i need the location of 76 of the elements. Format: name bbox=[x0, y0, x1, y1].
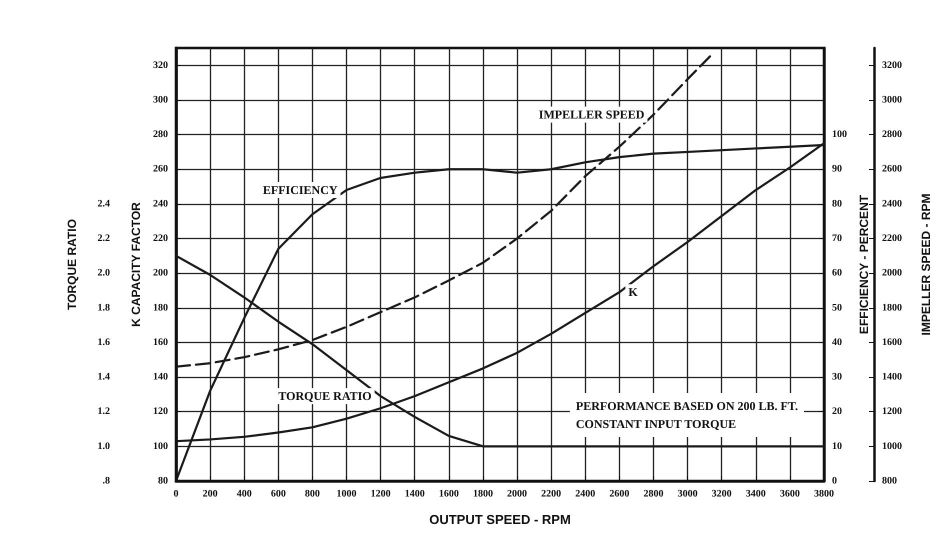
y-tick-label: 240 bbox=[153, 198, 168, 210]
x-tick-label: 1400 bbox=[404, 488, 425, 500]
x-tick-label: 1800 bbox=[472, 488, 493, 500]
x-tick-label: 1000 bbox=[336, 488, 357, 500]
y2-tick-label: 80 bbox=[832, 198, 842, 210]
y2-tick-label: 40 bbox=[832, 336, 842, 348]
y3-tick-label: 1600 bbox=[882, 336, 902, 348]
annotation: PERFORMANCE BASED ON 200 LB. FT. CONSTANT INPUT TORQUE bbox=[576, 399, 798, 431]
y2-axis-title: EFFICIENCY - PERCENT bbox=[856, 194, 871, 334]
y3-tick-label: 2600 bbox=[882, 164, 902, 175]
series-label: K bbox=[628, 285, 638, 300]
y3-tick-label: 1200 bbox=[882, 406, 902, 418]
y-tick-label: 220 bbox=[153, 233, 168, 244]
y2-tick-label: 50 bbox=[832, 302, 842, 314]
y-tick-label: 120 bbox=[153, 406, 168, 418]
y-tick-label: 160 bbox=[153, 336, 168, 348]
y2-tick-label: 10 bbox=[832, 440, 842, 452]
y3-tick-label: 2800 bbox=[882, 129, 902, 140]
y-tick-label: 1.4 bbox=[98, 372, 110, 383]
x-tick-label: 3800 bbox=[814, 488, 834, 500]
x-tick-label: 600 bbox=[270, 488, 286, 500]
x-tick-label: 3600 bbox=[780, 488, 800, 500]
y2-tick-label: 60 bbox=[832, 268, 842, 279]
x-tick-label: 400 bbox=[236, 488, 252, 500]
x-tick-label: 2200 bbox=[541, 488, 562, 500]
y-tick-label: 1.2 bbox=[98, 406, 110, 418]
y3-tick-label: 2000 bbox=[882, 268, 902, 279]
y-tick-label: 320 bbox=[153, 60, 168, 71]
y3-tick-label: 1400 bbox=[882, 372, 902, 383]
series-label: EFFICIENCY bbox=[262, 183, 338, 198]
series-label: TORQUE RATIO bbox=[278, 389, 372, 404]
y-axis-title: K CAPACITY FACTOR bbox=[129, 202, 143, 327]
y3-tick-label: 2200 bbox=[882, 233, 902, 244]
x-tick-label: 0 bbox=[174, 488, 178, 500]
y-tick-label: 100 bbox=[153, 440, 168, 452]
y2-tick-label: 100 bbox=[832, 129, 847, 140]
series-label: IMPELLER SPEED bbox=[538, 108, 645, 122]
x-tick-label: 200 bbox=[202, 488, 218, 500]
y-tick-label: 180 bbox=[153, 302, 168, 314]
x-tick-label: 1600 bbox=[438, 488, 459, 500]
y-tick-label: .8 bbox=[102, 476, 110, 486]
y-tick-label: 1.8 bbox=[98, 302, 110, 314]
y3-tick-label: 3200 bbox=[882, 60, 902, 71]
y3-tick-label: 1800 bbox=[882, 302, 902, 314]
y-tick-label: 140 bbox=[153, 372, 168, 383]
x-tick-label: 2000 bbox=[507, 488, 528, 500]
x-tick-label: 2600 bbox=[609, 488, 630, 500]
y2-tick-label: 70 bbox=[832, 233, 842, 244]
y-tick-label: 280 bbox=[153, 129, 168, 140]
y-tick-label: 1.6 bbox=[98, 336, 110, 348]
y2-tick-label: 90 bbox=[832, 164, 842, 175]
y3-tick-label: 2400 bbox=[882, 198, 902, 210]
x-tick-label: 1200 bbox=[370, 488, 391, 500]
y-tick-label: 200 bbox=[153, 268, 168, 279]
x-tick-label: 3200 bbox=[712, 488, 732, 500]
y2-tick-label: 30 bbox=[832, 372, 842, 383]
x-tick-label: 2400 bbox=[575, 488, 596, 500]
y-tick-label: 300 bbox=[153, 94, 168, 106]
x-tick-label: 2800 bbox=[643, 488, 664, 500]
y3-tick-label: 800 bbox=[882, 476, 897, 486]
y-tick-label: 1.0 bbox=[98, 440, 110, 452]
y-tick-label: 80 bbox=[158, 476, 168, 486]
y2-tick-label: 20 bbox=[832, 406, 842, 418]
x-tick-label: 3400 bbox=[746, 488, 766, 500]
x-axis-title: OUTPUT SPEED - RPM bbox=[429, 512, 571, 527]
y3-tick-label: 3000 bbox=[882, 94, 902, 106]
y2-tick-label: 0 bbox=[832, 476, 837, 486]
y3-axis-title: IMPELLER SPEED - RPM bbox=[919, 193, 933, 336]
y-axis-title: TORQUE RATIO bbox=[65, 219, 79, 310]
y-tick-label: 2.2 bbox=[98, 233, 110, 244]
y-tick-label: 2.0 bbox=[98, 268, 110, 279]
y-tick-label: 2.4 bbox=[98, 198, 110, 210]
x-tick-label: 800 bbox=[304, 488, 320, 500]
y3-tick-label: 1000 bbox=[882, 440, 902, 452]
y-tick-label: 260 bbox=[153, 164, 168, 175]
x-tick-label: 3000 bbox=[678, 488, 698, 500]
